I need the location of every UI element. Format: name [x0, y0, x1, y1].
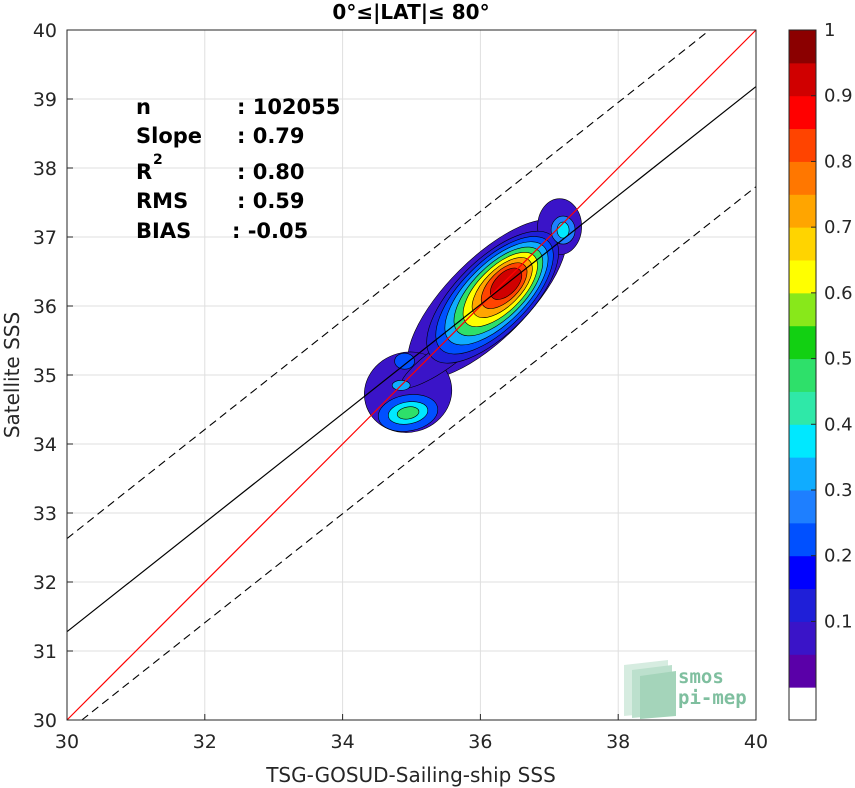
- colorbar-tick-label: 0.6: [824, 283, 853, 304]
- chart-title: 0°≤|LAT|≤ 80°: [332, 0, 489, 24]
- density-contour-level: [396, 406, 420, 420]
- colorbar-segment: [789, 588, 816, 622]
- stats-box: n : 102055 Slope : 0.79 R 2 : 0.80 RMS :…: [136, 95, 340, 243]
- colorbar-segment: [789, 687, 816, 721]
- y-tick-label: 32: [33, 572, 57, 594]
- stat-bias-label: BIAS: [136, 219, 191, 243]
- colorbar-segment: [789, 325, 816, 360]
- stat-bias-value: : -0.05: [232, 219, 308, 243]
- stat-n-value: : 102055: [237, 95, 340, 119]
- colorbar-segment: [789, 621, 816, 655]
- stat-slope-value: : 0.79: [237, 124, 305, 148]
- upper-bound-line: [66, 29, 711, 539]
- x-axis-label: TSG-GOSUD-Sailing-ship SSS: [265, 763, 556, 787]
- x-axis: 30 32 34 36 38 40: [55, 714, 768, 753]
- density-contours: [364, 198, 582, 433]
- stat-r2-label: R: [136, 160, 152, 184]
- stat-rms-label: RMS: [136, 189, 188, 213]
- colorbar: 0.1 0.2 0.3 0.4 0.5 0.6 0.7 0.8 0.9 1: [788, 20, 853, 721]
- identity-line: [66, 29, 757, 721]
- stat-rms-value: : 0.59: [237, 189, 305, 213]
- regression-line: [66, 86, 757, 633]
- y-tick-label: 38: [33, 158, 57, 180]
- colorbar-tick-label: 1: [824, 20, 835, 41]
- colorbar-tick-label: 0.2: [824, 546, 853, 567]
- colorbar-segment: [789, 161, 816, 195]
- colorbar-segment: [789, 654, 816, 688]
- colorbar-segment: [789, 292, 816, 327]
- colorbar-frame: [788, 29, 817, 721]
- stat-slope-label: Slope: [136, 124, 202, 148]
- x-tick-label: 36: [468, 731, 492, 753]
- colorbar-segment: [789, 30, 816, 64]
- x-tick-label: 32: [193, 731, 217, 753]
- x-tick-label: 34: [331, 731, 355, 753]
- smos-logo: smos pi-mep: [624, 660, 747, 719]
- stat-r2-value: : 0.80: [237, 160, 305, 184]
- reference-lines: [66, 29, 757, 721]
- y-tick-label: 31: [33, 641, 57, 663]
- x-tick-label: 30: [55, 731, 79, 753]
- y-tick-label: 33: [33, 503, 57, 525]
- colorbar-tick-label: 0.5: [824, 349, 853, 370]
- density-contour-level: [394, 352, 415, 370]
- y-tick-label: 40: [33, 20, 57, 42]
- lower-bound-line: [81, 186, 757, 721]
- colorbar-segment: [789, 555, 816, 590]
- y-tick-label: 37: [33, 227, 57, 249]
- y-axis: 30 31 32 33 34 35 36 37 38 39 40: [33, 20, 73, 732]
- logo-text-smos: smos: [678, 666, 724, 688]
- y-tick-label: 36: [33, 296, 57, 318]
- y-tick-label: 35: [33, 365, 57, 387]
- y-tick-label: 30: [33, 710, 57, 732]
- colorbar-tick-label: 0.4: [824, 414, 853, 435]
- colorbar-tick-label: 0.7: [824, 217, 853, 238]
- colorbar-segment: [789, 95, 816, 130]
- colorbar-segment: [789, 391, 816, 425]
- colorbar-tick-label: 0.8: [824, 151, 853, 172]
- y-tick-label: 39: [33, 89, 57, 111]
- logo-text-pimep: pi-mep: [678, 687, 747, 709]
- colorbar-segment: [789, 227, 816, 261]
- colorbar-segment: [789, 457, 816, 491]
- colorbar-segment: [789, 358, 816, 392]
- logo-wave-icon: [624, 660, 676, 719]
- y-tick-label: 34: [33, 434, 57, 456]
- colorbar-segment: [789, 62, 816, 97]
- colorbar-tick-label: 0.9: [824, 86, 853, 107]
- stat-r2-sup: 2: [153, 152, 163, 168]
- colorbar-segment: [789, 260, 816, 294]
- colorbar-segment: [789, 424, 816, 458]
- x-tick-label: 40: [744, 731, 768, 753]
- colorbar-segment: [789, 490, 816, 524]
- colorbar-segment: [789, 522, 816, 557]
- colorbar-segment: [789, 128, 816, 162]
- x-tick-label: 38: [606, 731, 630, 753]
- colorbar-segment: [789, 194, 816, 228]
- colorbar-tick-label: 0.3: [824, 480, 853, 501]
- stat-n-label: n: [136, 95, 151, 119]
- y-axis-label: Satellite SSS: [0, 312, 24, 438]
- colorbar-tick-label: 0.1: [824, 611, 853, 632]
